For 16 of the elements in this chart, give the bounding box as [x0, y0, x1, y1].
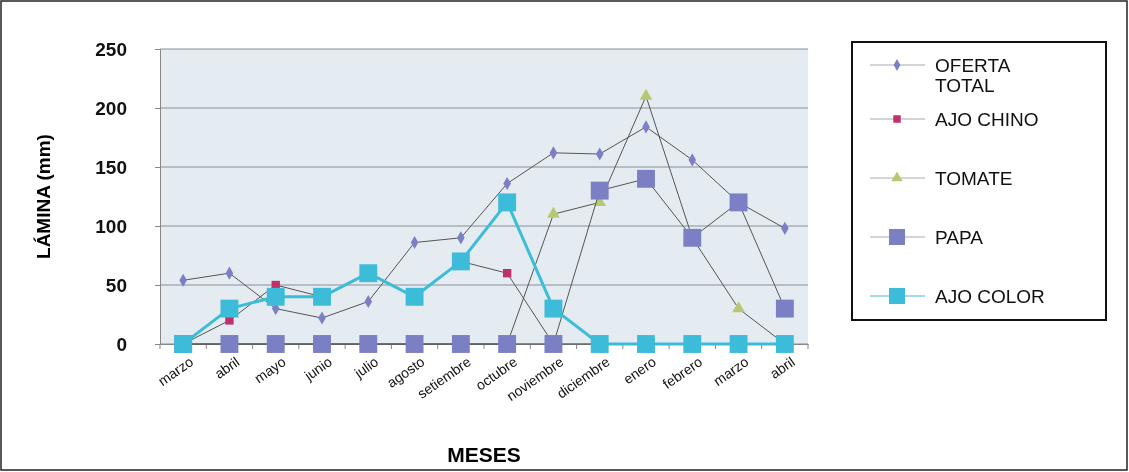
x-axis-title: MESES	[447, 443, 521, 466]
y-tick-label: 50	[105, 274, 127, 296]
x-tick-label: abril	[766, 353, 798, 382]
y-tick-label: 150	[95, 156, 127, 178]
y-tick-label: 250	[95, 38, 127, 60]
legend-label: AJO COLOR	[935, 286, 1045, 307]
y-tick-label: 100	[95, 215, 127, 237]
legend-label: AJO CHINO	[935, 109, 1039, 130]
y-axis-title: LÁMINA (mm)	[33, 134, 54, 259]
y-tick-label: 0	[116, 333, 127, 355]
x-tick-label: abril	[211, 353, 243, 382]
legend-label: TOMATE	[935, 168, 1013, 189]
y-tick-label: 200	[95, 97, 127, 119]
legend-label: OFERTA TOTAL	[935, 55, 1011, 96]
x-tick-label: julio	[350, 353, 382, 382]
legend-label: PAPA	[935, 227, 984, 248]
